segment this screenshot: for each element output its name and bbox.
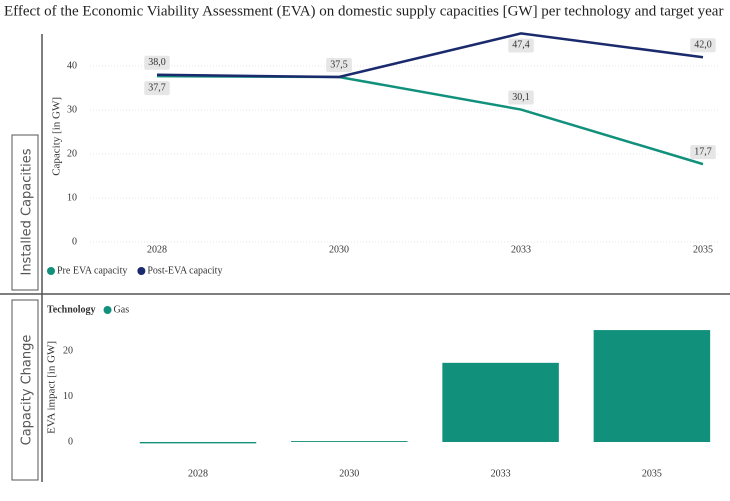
bar [139, 442, 257, 444]
data-label: 37,7 [148, 82, 166, 93]
panel-box [11, 299, 39, 481]
y-axis-label: Capacity [in GW] [51, 97, 63, 176]
panel-label: Installed Capacities [20, 148, 35, 275]
x-tick-label: 2035 [642, 468, 662, 479]
data-label: 37,5 [330, 59, 348, 70]
y-tick-label: 20 [67, 148, 77, 159]
x-tick-label: 2035 [693, 244, 713, 255]
x-tick-label: 2033 [491, 468, 511, 479]
legend-label: Gas [114, 304, 130, 315]
data-label-box [508, 38, 534, 53]
data-label-box [144, 81, 170, 96]
line [156, 74, 704, 166]
x-tick-label: 2028 [188, 468, 208, 479]
data-label-box [326, 58, 352, 72]
data-label-box [690, 145, 716, 160]
legend-swatch [47, 267, 55, 275]
page-title: Effect of the Economic Viability Assessm… [4, 3, 723, 19]
legend-label: Pre EVA capacity [57, 265, 127, 276]
data-label: 17,7 [694, 146, 712, 157]
panel-box [11, 134, 39, 291]
y-tick-label: 0 [68, 436, 73, 447]
data-label-box [508, 90, 534, 105]
y-axis-label: EVA impact [in GW] [46, 341, 58, 434]
x-tick-label: 2033 [511, 244, 531, 255]
bar [442, 362, 559, 442]
x-tick-label: 2030 [329, 244, 349, 255]
bar [291, 441, 408, 442]
y-tick-label: 20 [63, 345, 73, 356]
line [156, 32, 704, 79]
x-tick-label: 2030 [339, 468, 359, 479]
y-tick-label: 10 [63, 391, 73, 402]
data-label-box [144, 55, 170, 70]
y-tick-label: 10 [67, 192, 77, 203]
panel-label: Capacity Change [20, 335, 35, 446]
data-label: 38,0 [148, 57, 166, 68]
data-label: 30,1 [512, 92, 530, 103]
data-label: 47,4 [512, 40, 530, 51]
y-tick-label: 30 [67, 104, 77, 115]
data-label: 42,0 [694, 39, 712, 50]
y-tick-label: 0 [72, 236, 77, 247]
y-tick-label: 40 [67, 60, 77, 71]
legend-swatch [103, 306, 112, 314]
legend-title: Technology [47, 304, 96, 315]
bar [593, 330, 711, 442]
legend-swatch [137, 267, 146, 275]
x-tick-label: 2028 [147, 244, 167, 255]
legend-label: Post-EVA capacity [147, 265, 222, 276]
data-label-box [690, 38, 716, 53]
